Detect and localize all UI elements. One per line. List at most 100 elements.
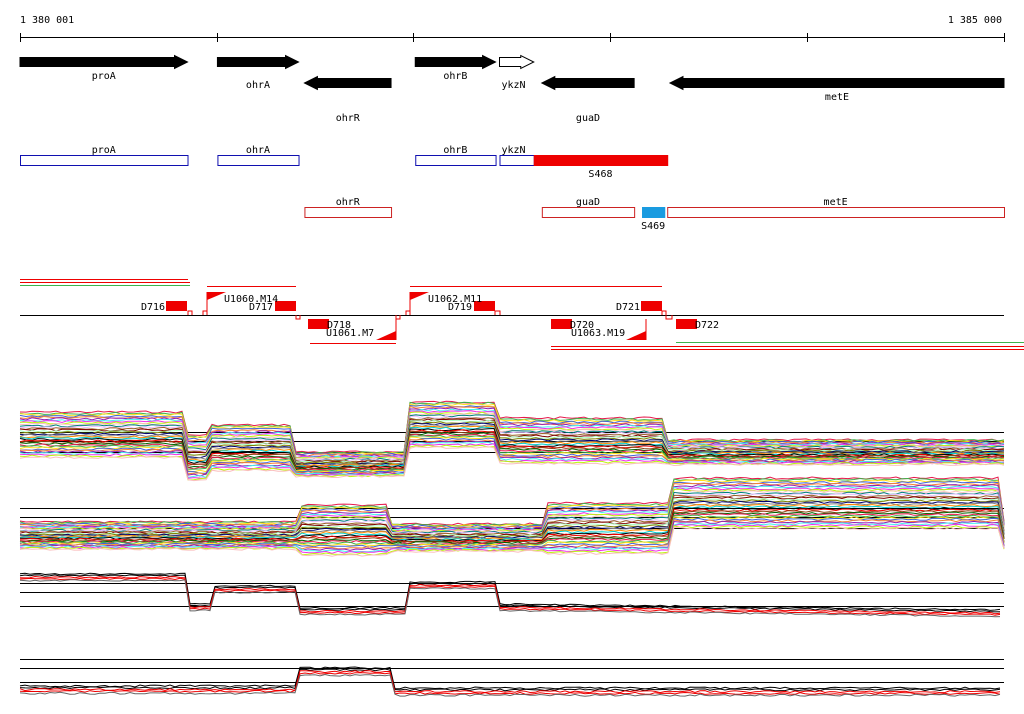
d718-label: D718: [327, 320, 351, 331]
ruler-end-label: 1 385 000: [948, 15, 1002, 26]
u1062-label: U1062.M11: [428, 294, 482, 305]
u1062-marker[interactable]: U1062.M11: [409, 292, 482, 311]
expression-series: [19, 525, 1005, 556]
transcript-label-proa: proA: [92, 145, 116, 156]
transcript-s468[interactable]: S468: [533, 155, 669, 181]
d719-block[interactable]: [474, 301, 495, 311]
transcript-box-s468[interactable]: [533, 155, 669, 166]
gene-ohrb[interactable]: ohrB: [414, 54, 497, 83]
d718-block[interactable]: [308, 319, 329, 329]
segment-connector: [202, 310, 208, 315]
transcript-box-ykzn[interactable]: [499, 155, 535, 166]
expression-track-minus-multi: [19, 476, 1005, 557]
d716-label: D716: [141, 302, 165, 313]
segment-connector: [395, 315, 401, 320]
expression-series: [19, 517, 1005, 548]
d720-block[interactable]: [551, 319, 572, 329]
transcript-ohrb[interactable]: ohrB: [415, 145, 497, 166]
transcript-label-s469: S469: [641, 221, 665, 232]
expression-series: [19, 499, 1005, 538]
expression-series: [19, 403, 1005, 455]
transcript-box-ohra[interactable]: [217, 155, 300, 166]
transcript-minus-track: ohrR guaD S469 metE: [304, 197, 1005, 233]
transcript-ohra[interactable]: ohrA: [217, 145, 300, 166]
transcript-box-mete[interactable]: [667, 207, 1005, 218]
gene-label-guad: guaD: [576, 113, 600, 124]
d722-block[interactable]: [676, 319, 697, 329]
d717-block[interactable]: [275, 301, 296, 311]
summary-series: [19, 577, 1001, 616]
expression-series: [19, 511, 1005, 545]
u1061-marker[interactable]: U1061.M7: [326, 319, 397, 340]
summary-series: [19, 668, 1001, 692]
gene-arrow-mete[interactable]: [668, 75, 1005, 91]
transcript-box-guad[interactable]: [541, 207, 636, 218]
expression-series: [19, 446, 1005, 482]
d722-label: D722: [695, 320, 719, 331]
d717-label: D717: [249, 302, 273, 313]
transcript-label-ohrb: ohrB: [443, 145, 467, 156]
transcript-label-mete: metE: [824, 197, 848, 208]
expression-series: [19, 496, 1005, 537]
gene-mete[interactable]: metE: [668, 75, 1005, 104]
d716-block[interactable]: [166, 301, 187, 311]
gene-label-proa: proA: [92, 71, 116, 82]
coordinate-ruler: 1 380 001 1 385 000: [20, 15, 1005, 42]
u1060-marker[interactable]: U1060.M14: [206, 292, 278, 311]
expression-series: [19, 526, 1005, 557]
expression-series: [19, 519, 1005, 550]
transcript-ohrr[interactable]: ohrR: [304, 197, 393, 218]
u1063-marker[interactable]: U1063.M19: [571, 319, 647, 340]
summary-series: [19, 575, 1001, 615]
segment-connector: [405, 310, 411, 315]
gene-arrow-proa[interactable]: [19, 54, 189, 70]
u1060-label: U1060.M14: [224, 294, 278, 305]
d721-block[interactable]: [641, 301, 662, 311]
transcript-ykzn[interactable]: ykzN: [499, 145, 535, 166]
gene-arrow-ohra[interactable]: [216, 54, 300, 70]
gene-guad[interactable]: guaD: [540, 75, 635, 125]
expression-series: [19, 482, 1005, 529]
transcript-box-ohrb[interactable]: [415, 155, 497, 166]
u1063-label: U1063.M19: [571, 328, 625, 339]
transcript-plus-track: proA ohrA ohrB ykzN S468: [20, 145, 669, 181]
transcript-mete[interactable]: metE: [667, 197, 1005, 218]
expression-series: [19, 506, 1005, 542]
d720-label: D720: [570, 320, 594, 331]
transcript-label-s468: S468: [588, 169, 612, 180]
expression-series: [19, 523, 1005, 554]
transcript-s469[interactable]: S469: [641, 207, 666, 233]
transcript-label-ykzn: ykzN: [502, 145, 526, 156]
summary-series: [19, 671, 1001, 695]
transcript-label-guad: guaD: [576, 197, 600, 208]
segment-connector: [661, 310, 667, 315]
transcript-box-s469[interactable]: [642, 207, 666, 218]
ruler-ticks: [20, 33, 1005, 42]
gene-ohra[interactable]: ohrA: [216, 54, 300, 92]
summary-series: [19, 666, 1001, 690]
gene-arrow-ohrb[interactable]: [414, 54, 497, 70]
expression-series: [19, 440, 1005, 477]
gene-label-mete: metE: [825, 92, 849, 103]
transcript-box-proa[interactable]: [20, 155, 189, 166]
segment-connector: [665, 315, 673, 320]
expression-series: [19, 479, 1005, 528]
gene-label-ohra: ohrA: [246, 80, 270, 91]
transcript-box-ohrr[interactable]: [304, 207, 393, 218]
gene-arrow-ykzn[interactable]: [499, 54, 535, 70]
gene-ykzn[interactable]: ykzN: [499, 54, 535, 92]
expression-series: [19, 488, 1005, 533]
transcript-proa[interactable]: proA: [20, 145, 189, 166]
expression-series: [19, 522, 1005, 553]
gene-label-ohrb: ohrB: [443, 71, 467, 82]
d719-label: D719: [448, 302, 472, 313]
gene-arrow-guad[interactable]: [540, 75, 635, 91]
summary-series: [19, 673, 1001, 697]
transcript-guad[interactable]: guaD: [541, 197, 636, 218]
gene-arrow-ohrr[interactable]: [303, 75, 392, 91]
summary-series: [19, 572, 1001, 611]
gene-ohrr[interactable]: ohrR: [303, 75, 392, 125]
gene-proa[interactable]: proA: [19, 54, 189, 83]
expression-series: [19, 520, 1005, 551]
